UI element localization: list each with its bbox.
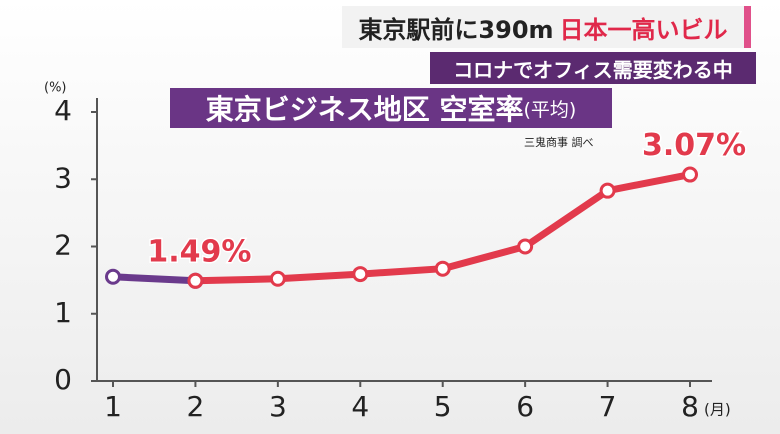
source: 三鬼商事 調べ: [524, 136, 594, 149]
y-unit: (%): [44, 81, 67, 96]
subheadline: コロナでオフィス需要変わる中: [453, 57, 733, 82]
headline-box: 東京駅前に390m 日本一高いビル: [342, 6, 751, 48]
chart-title: 東京ビジネス地区 空室率: [205, 93, 524, 126]
x-tick-label: 2: [187, 390, 205, 423]
chart-subtitle: (平均): [523, 98, 577, 121]
point: [269, 270, 286, 287]
y-tick-label: 1: [54, 296, 72, 329]
y-tick-label: 3: [54, 161, 72, 194]
y-tick-label: 4: [54, 94, 72, 127]
point: [352, 266, 369, 283]
data-label: 3.07%: [642, 128, 746, 163]
x-tick-label: 5: [434, 390, 452, 423]
data-label: 1.49%: [147, 234, 251, 269]
point: [682, 166, 698, 183]
x-tick-label: 3: [269, 390, 287, 423]
headline-highlight: 日本一高いビル: [559, 15, 728, 44]
point: [105, 268, 121, 285]
x-unit: (月): [704, 401, 731, 419]
series-line: [112, 273, 196, 285]
y-tick-label: 2: [54, 229, 72, 262]
chart-title-box: 東京ビジネス地区 空室率 (平均): [170, 88, 612, 128]
point: [187, 272, 204, 289]
headline: 東京駅前に390m: [358, 15, 554, 44]
subheadline-box: コロナでオフィス需要変わる中: [430, 52, 756, 84]
point: [599, 182, 616, 199]
x-tick-label: 7: [599, 390, 617, 423]
x-tick-label: 1: [104, 390, 122, 423]
x-tick-label: 6: [516, 390, 534, 423]
point: [517, 238, 534, 255]
y-tick-label: 0: [54, 363, 72, 396]
point: [434, 260, 451, 277]
x-tick-label: 8: [681, 390, 699, 423]
x-tick-label: 4: [351, 390, 369, 423]
